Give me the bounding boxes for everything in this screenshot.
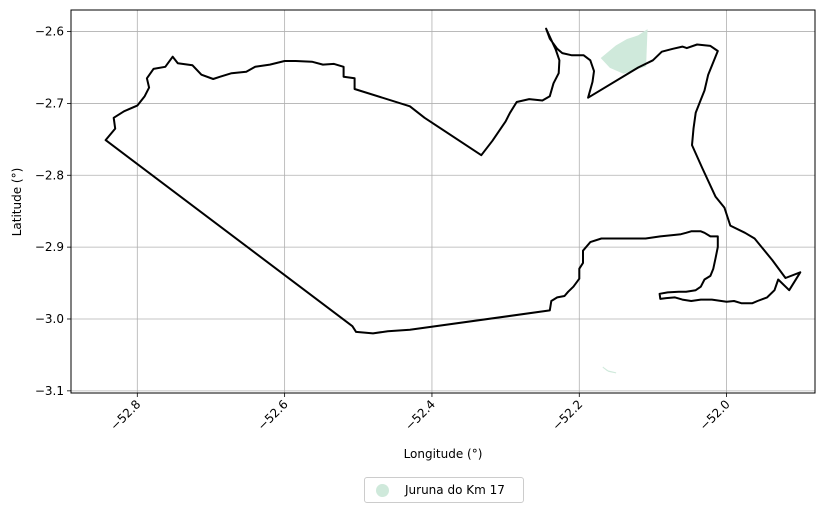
legend-label: Juruna do Km 17 (405, 483, 505, 497)
x-tick-label: −52.6 (255, 397, 291, 433)
y-tick-label: −3.1 (35, 384, 64, 398)
x-tick-label: −52.8 (108, 397, 144, 433)
y-tick-label: −2.7 (35, 96, 64, 110)
plot-frame (70, 9, 816, 394)
x-tick-label: −52.4 (402, 397, 438, 433)
grid-lines (71, 10, 815, 393)
x-tick-label: −52.0 (697, 397, 733, 433)
legend: Juruna do Km 17 (364, 477, 524, 503)
territory-polygon (602, 366, 617, 374)
y-tick-label: −2.6 (35, 25, 64, 39)
legend-marker (376, 483, 389, 497)
x-tick-label: −52.2 (549, 397, 585, 433)
y-tick-label: −3.0 (35, 312, 64, 326)
boundary-outline (104, 27, 802, 335)
y-tick-label: −2.8 (35, 168, 64, 182)
x-axis-label: Longitude (°) (404, 447, 483, 461)
territory-polygon (600, 29, 648, 74)
y-axis-label: Latitude (°) (10, 168, 24, 237)
map-layers (104, 27, 802, 374)
y-tick-label: −2.9 (35, 240, 64, 254)
axis-ticks: −52.8 −52.6 −52.4 −52.2 −52.0 −2.6 −2.7 −2.8 −2.… (35, 25, 733, 434)
